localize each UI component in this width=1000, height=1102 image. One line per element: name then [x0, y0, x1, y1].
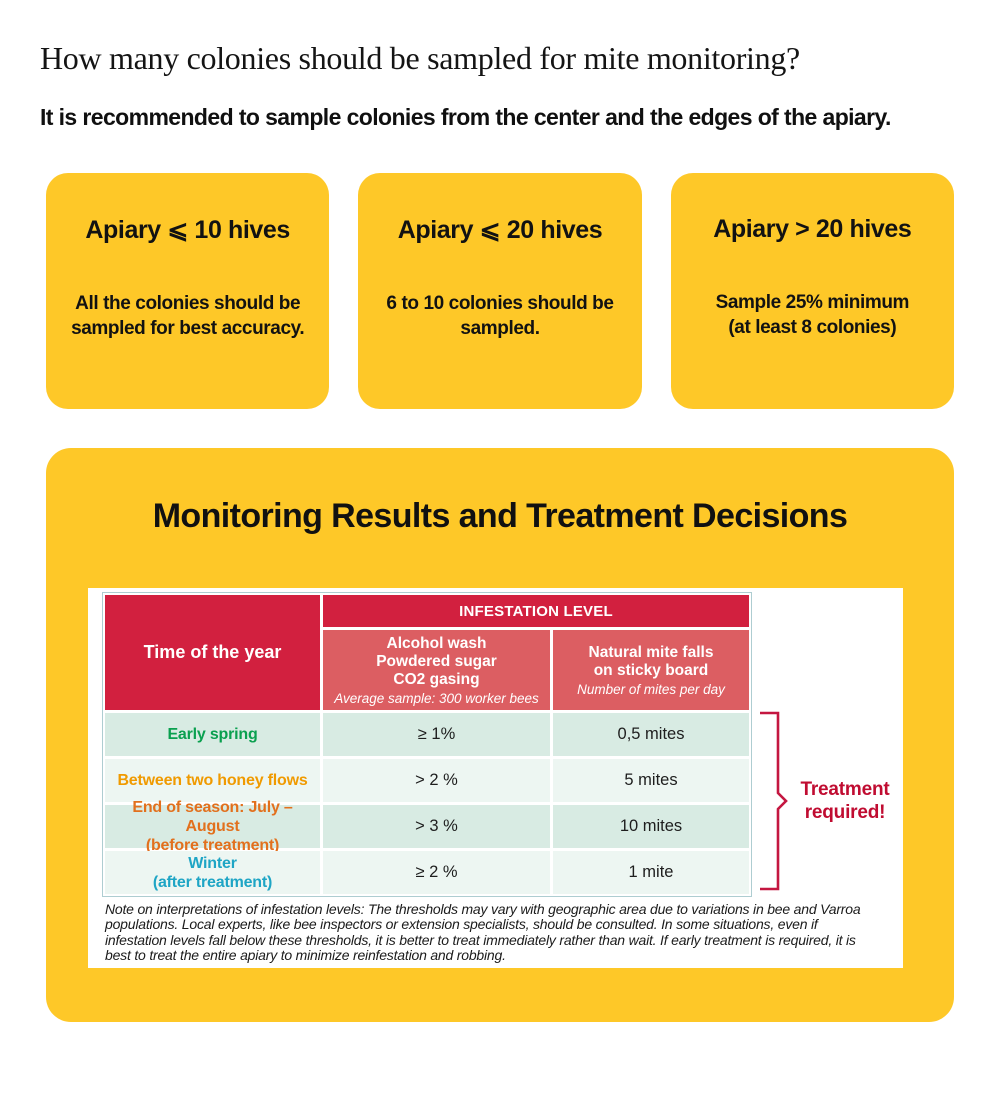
table-header-sampling-methods: Alcohol wash Powdered sugar CO2 gasing A…: [323, 630, 550, 710]
card-title: Apiary ⩽ 10 hives: [85, 216, 290, 244]
method-line: Alcohol wash: [386, 634, 487, 652]
card-body-line: (at least 8 colonies): [728, 317, 897, 338]
row-mites-value: 0,5 mites: [553, 713, 749, 756]
row-mites-value: 5 mites: [553, 759, 749, 802]
card-body-line: 6 to 10 colonies should be: [386, 293, 614, 314]
row-label-end-of-season: End of season: July – August (before tre…: [105, 799, 320, 854]
method-line: Powdered sugar: [376, 652, 497, 670]
row-label-line: (after treatment): [152, 873, 273, 891]
sticky-line: Natural mite falls: [588, 643, 714, 661]
row-label-early-spring: Early spring: [105, 713, 320, 756]
card-title: Apiary ⩽ 20 hives: [397, 216, 603, 244]
infestation-table: Time of the year INFESTATION LEVEL Alcoh…: [102, 592, 752, 897]
card-apiary-medium: Apiary ⩽ 20 hives 6 to 10 colonies shoul…: [358, 173, 642, 409]
treatment-required-label: Treatment required!: [800, 779, 890, 823]
row-label-honey-flows: Between two honey flows: [105, 759, 320, 802]
panel-title: Monitoring Results and Treatment Decisio…: [152, 497, 848, 535]
table-header-sticky-board: Natural mite falls on sticky board Numbe…: [553, 630, 749, 710]
card-body-line: sampled.: [460, 318, 540, 339]
row-infestation-value: ≥ 2 %: [323, 851, 550, 894]
row-infestation-value: > 2 %: [323, 759, 550, 802]
row-label-line: Winter: [188, 854, 237, 872]
row-label-line: Early spring: [167, 726, 258, 743]
row-label-line: (before treatment): [145, 837, 280, 854]
row-label-winter: Winter (after treatment): [105, 851, 320, 894]
row-label-line: End of season: July – August: [132, 799, 293, 835]
monitoring-panel: Monitoring Results and Treatment Decisio…: [46, 448, 954, 1022]
card-apiary-small: Apiary ⩽ 10 hives All the colonies shoul…: [46, 173, 330, 409]
interpretation-note: Note on interpretations of infestation l…: [105, 901, 861, 964]
table-header-time-of-year: Time of the year: [105, 595, 320, 710]
method-line: CO2 gasing: [393, 670, 480, 688]
table-header-infestation-level: INFESTATION LEVEL: [323, 595, 749, 627]
card-body: Sample 25% minimum (at least 8 colonies): [671, 290, 954, 340]
row-label-line: Between two honey flows: [117, 772, 308, 789]
row-infestation-value: ≥ 1%: [323, 713, 550, 756]
page-subtitle: It is recommended to sample colonies fro…: [40, 104, 891, 130]
sticky-line: on sticky board: [593, 661, 709, 679]
card-body-line: sampled for best accuracy.: [71, 318, 305, 339]
sticky-note: Number of mites per day: [577, 681, 725, 697]
card-body: 6 to 10 colonies should be sampled.: [358, 291, 641, 341]
card-title: Apiary > 20 hives: [713, 215, 912, 243]
table-card: Time of the year INFESTATION LEVEL Alcoh…: [88, 588, 903, 968]
card-body-line: Sample 25% minimum: [715, 292, 910, 313]
card-apiary-large: Apiary > 20 hives Sample 25% minimum (at…: [670, 173, 954, 409]
page-title: How many colonies should be sampled for …: [40, 40, 800, 76]
card-body: All the colonies should be sampled for b…: [46, 291, 329, 341]
card-body-line: All the colonies should be: [75, 293, 301, 314]
treatment-bracket-icon: [760, 711, 788, 891]
apiary-cards-row: Apiary ⩽ 10 hives All the colonies shoul…: [46, 173, 954, 409]
method-note: Average sample: 300 worker bees: [334, 690, 539, 706]
row-mites-value: 10 mites: [553, 805, 749, 848]
row-mites-value: 1 mite: [553, 851, 749, 894]
row-infestation-value: > 3 %: [323, 805, 550, 848]
